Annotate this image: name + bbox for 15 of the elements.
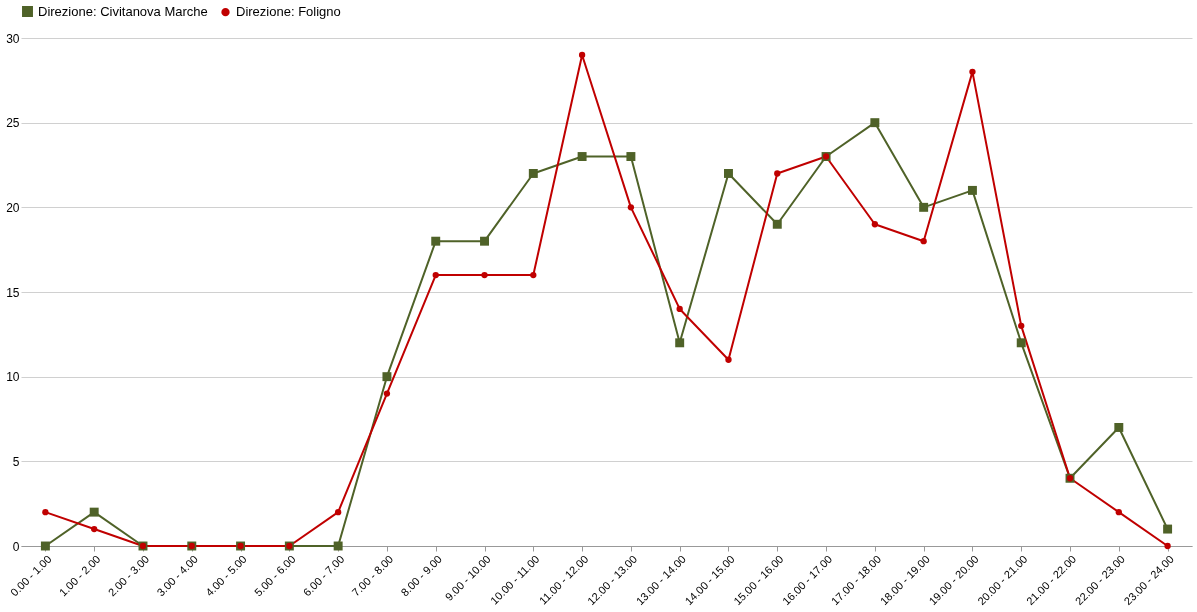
legend-label: Direzione: Foligno xyxy=(236,4,341,20)
x-tick-label: 7.00 - 8.00 xyxy=(349,552,396,599)
x-tick-label: 5.00 - 6.00 xyxy=(251,552,298,599)
y-tick-label: 0 xyxy=(12,539,20,554)
y-tick-label: 10 xyxy=(6,370,20,385)
x-tick-label: 8.00 - 9.00 xyxy=(398,552,445,599)
y-tick-label: 5 xyxy=(12,454,20,469)
x-tick-label: 6.00 - 7.00 xyxy=(300,552,347,599)
x-tick-label: 4.00 - 5.00 xyxy=(203,552,249,599)
y-tick-label: 20 xyxy=(6,200,20,215)
y-tick-label: 30 xyxy=(6,31,20,46)
y-tick-label: 25 xyxy=(6,116,20,131)
y-tick-label: 15 xyxy=(6,285,20,300)
x-tick-label: 3.00 - 4.00 xyxy=(154,552,201,599)
legend-label: Direzione: Civitanova Marche xyxy=(38,3,208,19)
